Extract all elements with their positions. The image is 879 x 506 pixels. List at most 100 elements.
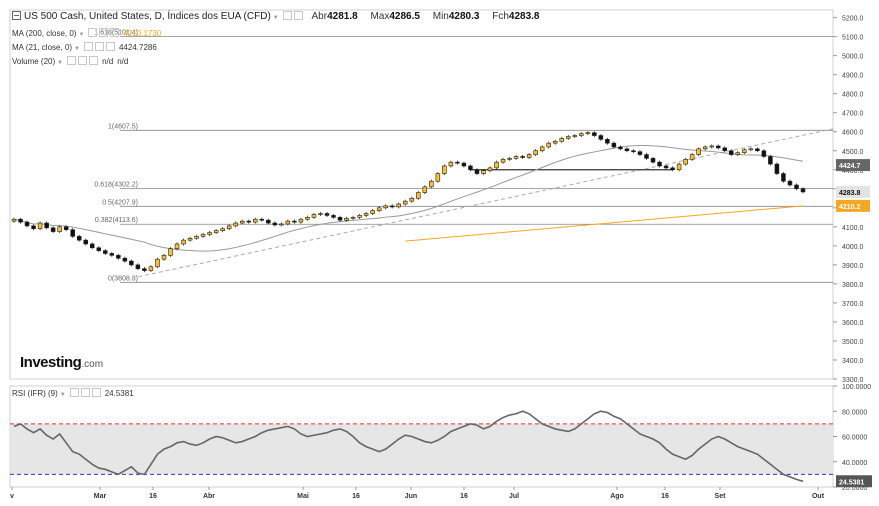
candle-body <box>181 239 186 245</box>
eye-icon[interactable] <box>69 388 79 397</box>
settings-icon[interactable] <box>99 28 109 37</box>
chevron-down-icon[interactable]: ▼ <box>272 15 279 21</box>
candle-body <box>194 236 199 239</box>
chevron-down-icon[interactable]: ▼ <box>57 60 64 66</box>
candle-body <box>370 210 375 214</box>
candle-body <box>663 165 669 169</box>
close-icon[interactable] <box>105 42 115 51</box>
settings-icon[interactable] <box>80 388 90 397</box>
eye-icon[interactable] <box>83 42 93 51</box>
logo-text: Investing <box>20 354 82 371</box>
candle-body <box>683 159 688 165</box>
candle-body <box>468 165 473 171</box>
close-icon[interactable] <box>91 388 101 397</box>
candle-body <box>285 220 291 225</box>
candle-body <box>442 165 447 174</box>
rsi-y-tick-label: 20.0000 <box>842 485 867 492</box>
y-tick-label: 4600.0 <box>842 130 864 137</box>
candle-body <box>246 220 251 223</box>
fib-level-label: 0.382(4113.6) <box>95 217 138 224</box>
price-tag <box>836 185 870 198</box>
rsi-y-tick-label: 100.0000 <box>842 384 871 391</box>
candle-body <box>83 239 88 245</box>
volume-legend[interactable]: Volume (20) ▼ n/d n/d <box>12 56 128 66</box>
candle-body <box>676 163 682 171</box>
candle-body <box>774 163 780 174</box>
candle-body <box>709 145 714 148</box>
candle-body <box>526 154 532 158</box>
candle-body <box>722 147 728 152</box>
rsi-line <box>13 410 804 483</box>
candle-body <box>585 132 591 134</box>
candle-body <box>787 180 793 186</box>
x-tick-label: Jun <box>405 493 417 500</box>
candle-body <box>272 222 278 226</box>
y-tick-label: 3900.0 <box>842 263 864 270</box>
price-tag <box>836 199 870 212</box>
candle-body <box>579 133 584 136</box>
close-icon[interactable] <box>293 11 303 20</box>
ma200-value: 4210.1730 <box>123 29 162 38</box>
volume-label: Volume (20) <box>12 57 56 66</box>
candle-body <box>318 213 323 215</box>
chevron-down-icon[interactable]: ▼ <box>74 46 80 52</box>
x-tick-label: 16 <box>661 493 669 500</box>
y-tick-label: 3600.0 <box>842 320 864 327</box>
candle-body <box>76 236 82 241</box>
ma200-legend[interactable]: MA (200, close, 0) ▼ 4210.1730 <box>12 28 161 38</box>
candle-body <box>389 205 395 208</box>
settings-icon[interactable] <box>94 42 104 51</box>
collapse-icon[interactable] <box>12 11 21 20</box>
candle-body <box>187 237 193 241</box>
settings-icon[interactable] <box>78 56 88 65</box>
ma21-label: MA (21, close, 0) <box>12 43 73 52</box>
candle-body <box>116 255 121 259</box>
candle-body <box>435 173 441 182</box>
candle-body <box>109 253 115 256</box>
candle-body <box>233 222 238 227</box>
chevron-down-icon[interactable]: ▼ <box>59 392 66 398</box>
rsi-legend[interactable]: RSI (IFR) (9) ▼ 24.5381 <box>12 388 134 398</box>
candle-body <box>696 148 701 155</box>
eye-icon[interactable] <box>67 56 77 65</box>
candle-body <box>122 257 128 262</box>
ohlc-high-value: 4286.5 <box>389 11 420 22</box>
y-tick-label: 4900.0 <box>842 73 864 80</box>
ma21-legend[interactable]: MA (21, close, 0) ▼ 4424.7286 <box>12 42 157 52</box>
settings-icon[interactable] <box>282 11 292 20</box>
price-tag-label: 4424.7 <box>839 163 861 170</box>
candle-body <box>565 136 571 139</box>
rsi-y-tick-label: 40.0000 <box>842 460 867 467</box>
x-tick-label: 16 <box>149 493 157 500</box>
ma200-line <box>405 205 804 242</box>
candle-body <box>689 154 695 160</box>
candle-body <box>337 217 343 221</box>
candle-body <box>50 227 56 232</box>
candle-body <box>507 158 512 160</box>
close-icon[interactable] <box>110 28 120 37</box>
chevron-down-icon[interactable]: ▼ <box>78 32 85 38</box>
candle-body <box>200 234 206 237</box>
candle-body <box>155 258 160 268</box>
candle-body <box>729 150 734 155</box>
candle-body <box>715 145 721 149</box>
volume-value: n/d <box>102 57 114 66</box>
x-tick-label: Mai <box>297 493 309 500</box>
trend-line <box>131 128 834 279</box>
y-tick-label: 4400.0 <box>842 168 864 175</box>
y-tick-label: 3800.0 <box>842 282 864 289</box>
x-tick-label: Jul <box>509 493 519 500</box>
candle-body <box>226 225 232 230</box>
x-tick-label: Set <box>715 493 727 500</box>
eye-icon[interactable] <box>88 28 98 37</box>
close-icon[interactable] <box>89 56 99 65</box>
candle-body <box>344 217 349 221</box>
fib-level-label: 0.618(4302.2) <box>94 181 138 188</box>
candle-body <box>259 218 265 221</box>
y-tick-label: 3300.0 <box>842 377 864 384</box>
ohlc-open-label: Abr <box>311 11 328 22</box>
candle-body <box>239 220 245 224</box>
ma21-value: 4424.7286 <box>118 43 157 52</box>
price-tag <box>836 159 870 172</box>
